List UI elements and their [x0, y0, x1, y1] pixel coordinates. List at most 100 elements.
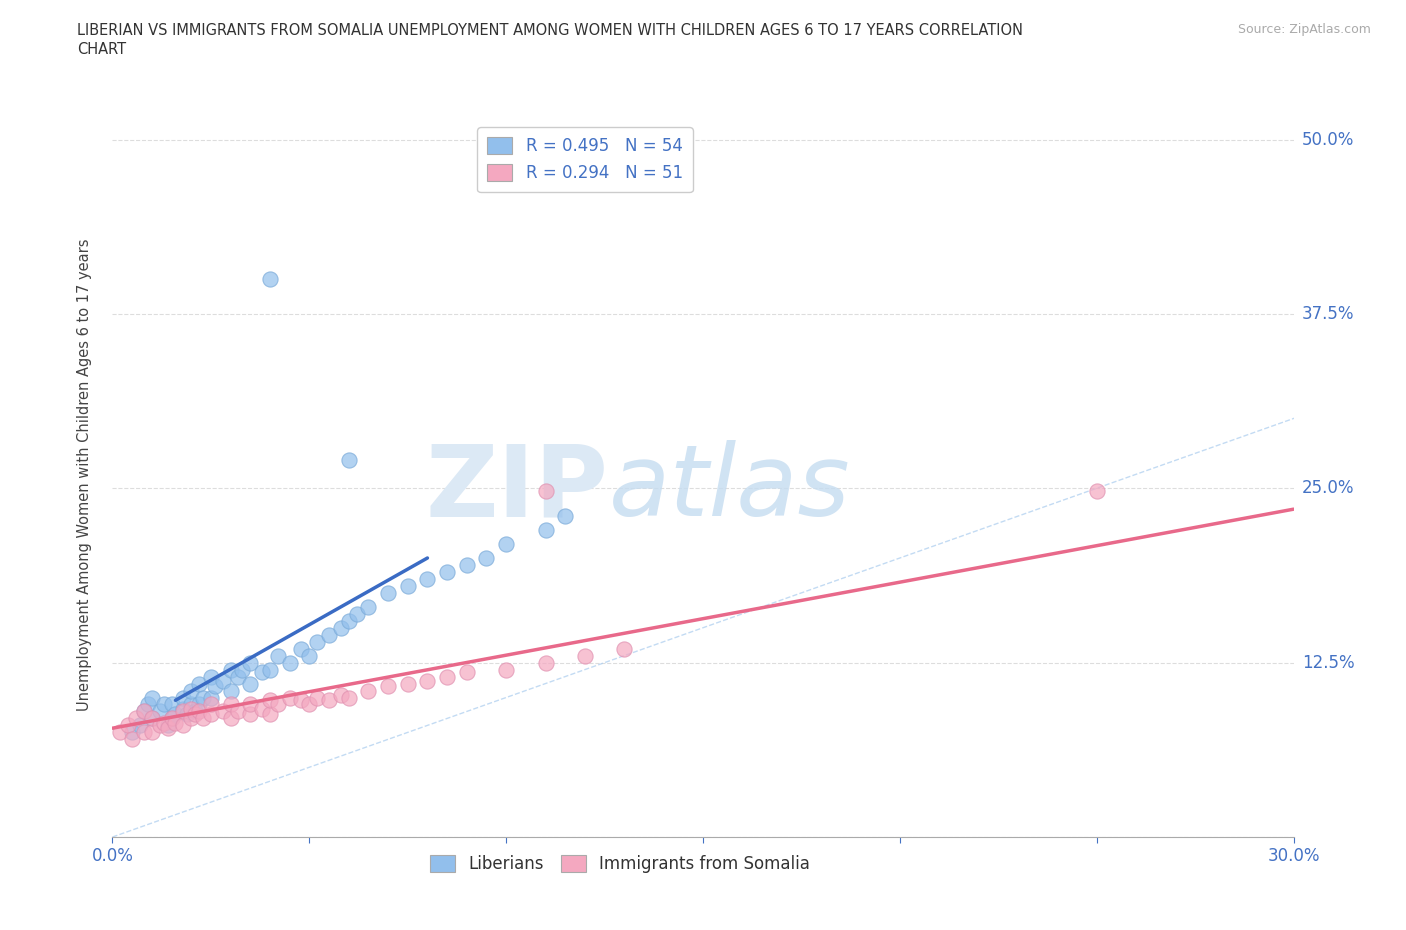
Point — [534, 523, 557, 538]
Point — [259, 707, 281, 722]
Point — [574, 648, 596, 663]
Text: 25.0%: 25.0% — [1302, 479, 1354, 498]
Point — [110, 725, 132, 740]
Point — [180, 711, 202, 726]
Point — [188, 676, 211, 691]
Point — [259, 693, 281, 708]
Point — [456, 558, 478, 573]
Point — [165, 715, 187, 730]
Point — [357, 600, 380, 615]
Point — [219, 698, 242, 712]
Text: CHART: CHART — [77, 42, 127, 57]
Point — [152, 715, 174, 730]
Point — [219, 684, 242, 698]
Point — [307, 690, 329, 705]
Point — [377, 679, 399, 694]
Point — [141, 711, 163, 726]
Text: ZIP: ZIP — [426, 440, 609, 538]
Point — [172, 701, 194, 716]
Point — [337, 690, 360, 705]
Point — [231, 662, 253, 677]
Point — [165, 707, 187, 722]
Point — [191, 690, 214, 705]
Point — [152, 698, 174, 712]
Point — [239, 676, 262, 691]
Point — [396, 578, 419, 593]
Point — [188, 698, 211, 712]
Point — [125, 711, 148, 726]
Point — [298, 648, 321, 663]
Point — [318, 693, 340, 708]
Point — [172, 690, 194, 705]
Point — [117, 718, 139, 733]
Point — [239, 707, 262, 722]
Point — [250, 665, 273, 680]
Point — [259, 272, 281, 286]
Point — [456, 665, 478, 680]
Point — [1085, 484, 1108, 498]
Point — [172, 704, 194, 719]
Point — [337, 453, 360, 468]
Point — [200, 698, 222, 712]
Point — [180, 684, 202, 698]
Text: LIBERIAN VS IMMIGRANTS FROM SOMALIA UNEMPLOYMENT AMONG WOMEN WITH CHILDREN AGES : LIBERIAN VS IMMIGRANTS FROM SOMALIA UNEM… — [77, 23, 1024, 38]
Point — [136, 698, 159, 712]
Point — [290, 693, 312, 708]
Point — [200, 707, 222, 722]
Point — [149, 718, 172, 733]
Point — [200, 690, 222, 705]
Point — [278, 690, 301, 705]
Point — [239, 656, 262, 671]
Point — [337, 614, 360, 629]
Point — [290, 642, 312, 657]
Point — [239, 698, 262, 712]
Point — [160, 698, 183, 712]
Point — [121, 725, 143, 740]
Text: 37.5%: 37.5% — [1302, 305, 1354, 323]
Point — [180, 701, 202, 716]
Point — [396, 676, 419, 691]
Point — [129, 718, 152, 733]
Point — [416, 673, 439, 688]
Point — [613, 642, 636, 657]
Point — [191, 711, 214, 726]
Point — [416, 571, 439, 587]
Point — [121, 732, 143, 747]
Point — [495, 662, 517, 677]
Point — [132, 704, 155, 719]
Point — [436, 670, 458, 684]
Point — [278, 656, 301, 671]
Text: 12.5%: 12.5% — [1302, 654, 1354, 671]
Point — [267, 698, 290, 712]
Point — [298, 698, 321, 712]
Point — [211, 704, 233, 719]
Text: 50.0%: 50.0% — [1302, 130, 1354, 149]
Point — [228, 670, 250, 684]
Point — [211, 673, 233, 688]
Point — [329, 620, 352, 635]
Point — [156, 721, 179, 736]
Point — [259, 662, 281, 677]
Point — [554, 509, 576, 524]
Point — [132, 725, 155, 740]
Point — [534, 656, 557, 671]
Point — [184, 704, 207, 719]
Point — [307, 634, 329, 649]
Y-axis label: Unemployment Among Women with Children Ages 6 to 17 years: Unemployment Among Women with Children A… — [77, 238, 91, 711]
Point — [141, 711, 163, 726]
Point — [160, 711, 183, 726]
Point — [172, 718, 194, 733]
Point — [176, 707, 198, 722]
Point — [132, 704, 155, 719]
Text: Source: ZipAtlas.com: Source: ZipAtlas.com — [1237, 23, 1371, 36]
Point — [250, 701, 273, 716]
Point — [357, 684, 380, 698]
Point — [149, 704, 172, 719]
Point — [495, 537, 517, 551]
Point — [184, 707, 207, 722]
Legend: Liberians, Immigrants from Somalia: Liberians, Immigrants from Somalia — [423, 848, 817, 880]
Point — [346, 606, 368, 621]
Point — [228, 704, 250, 719]
Text: atlas: atlas — [609, 440, 851, 538]
Point — [200, 670, 222, 684]
